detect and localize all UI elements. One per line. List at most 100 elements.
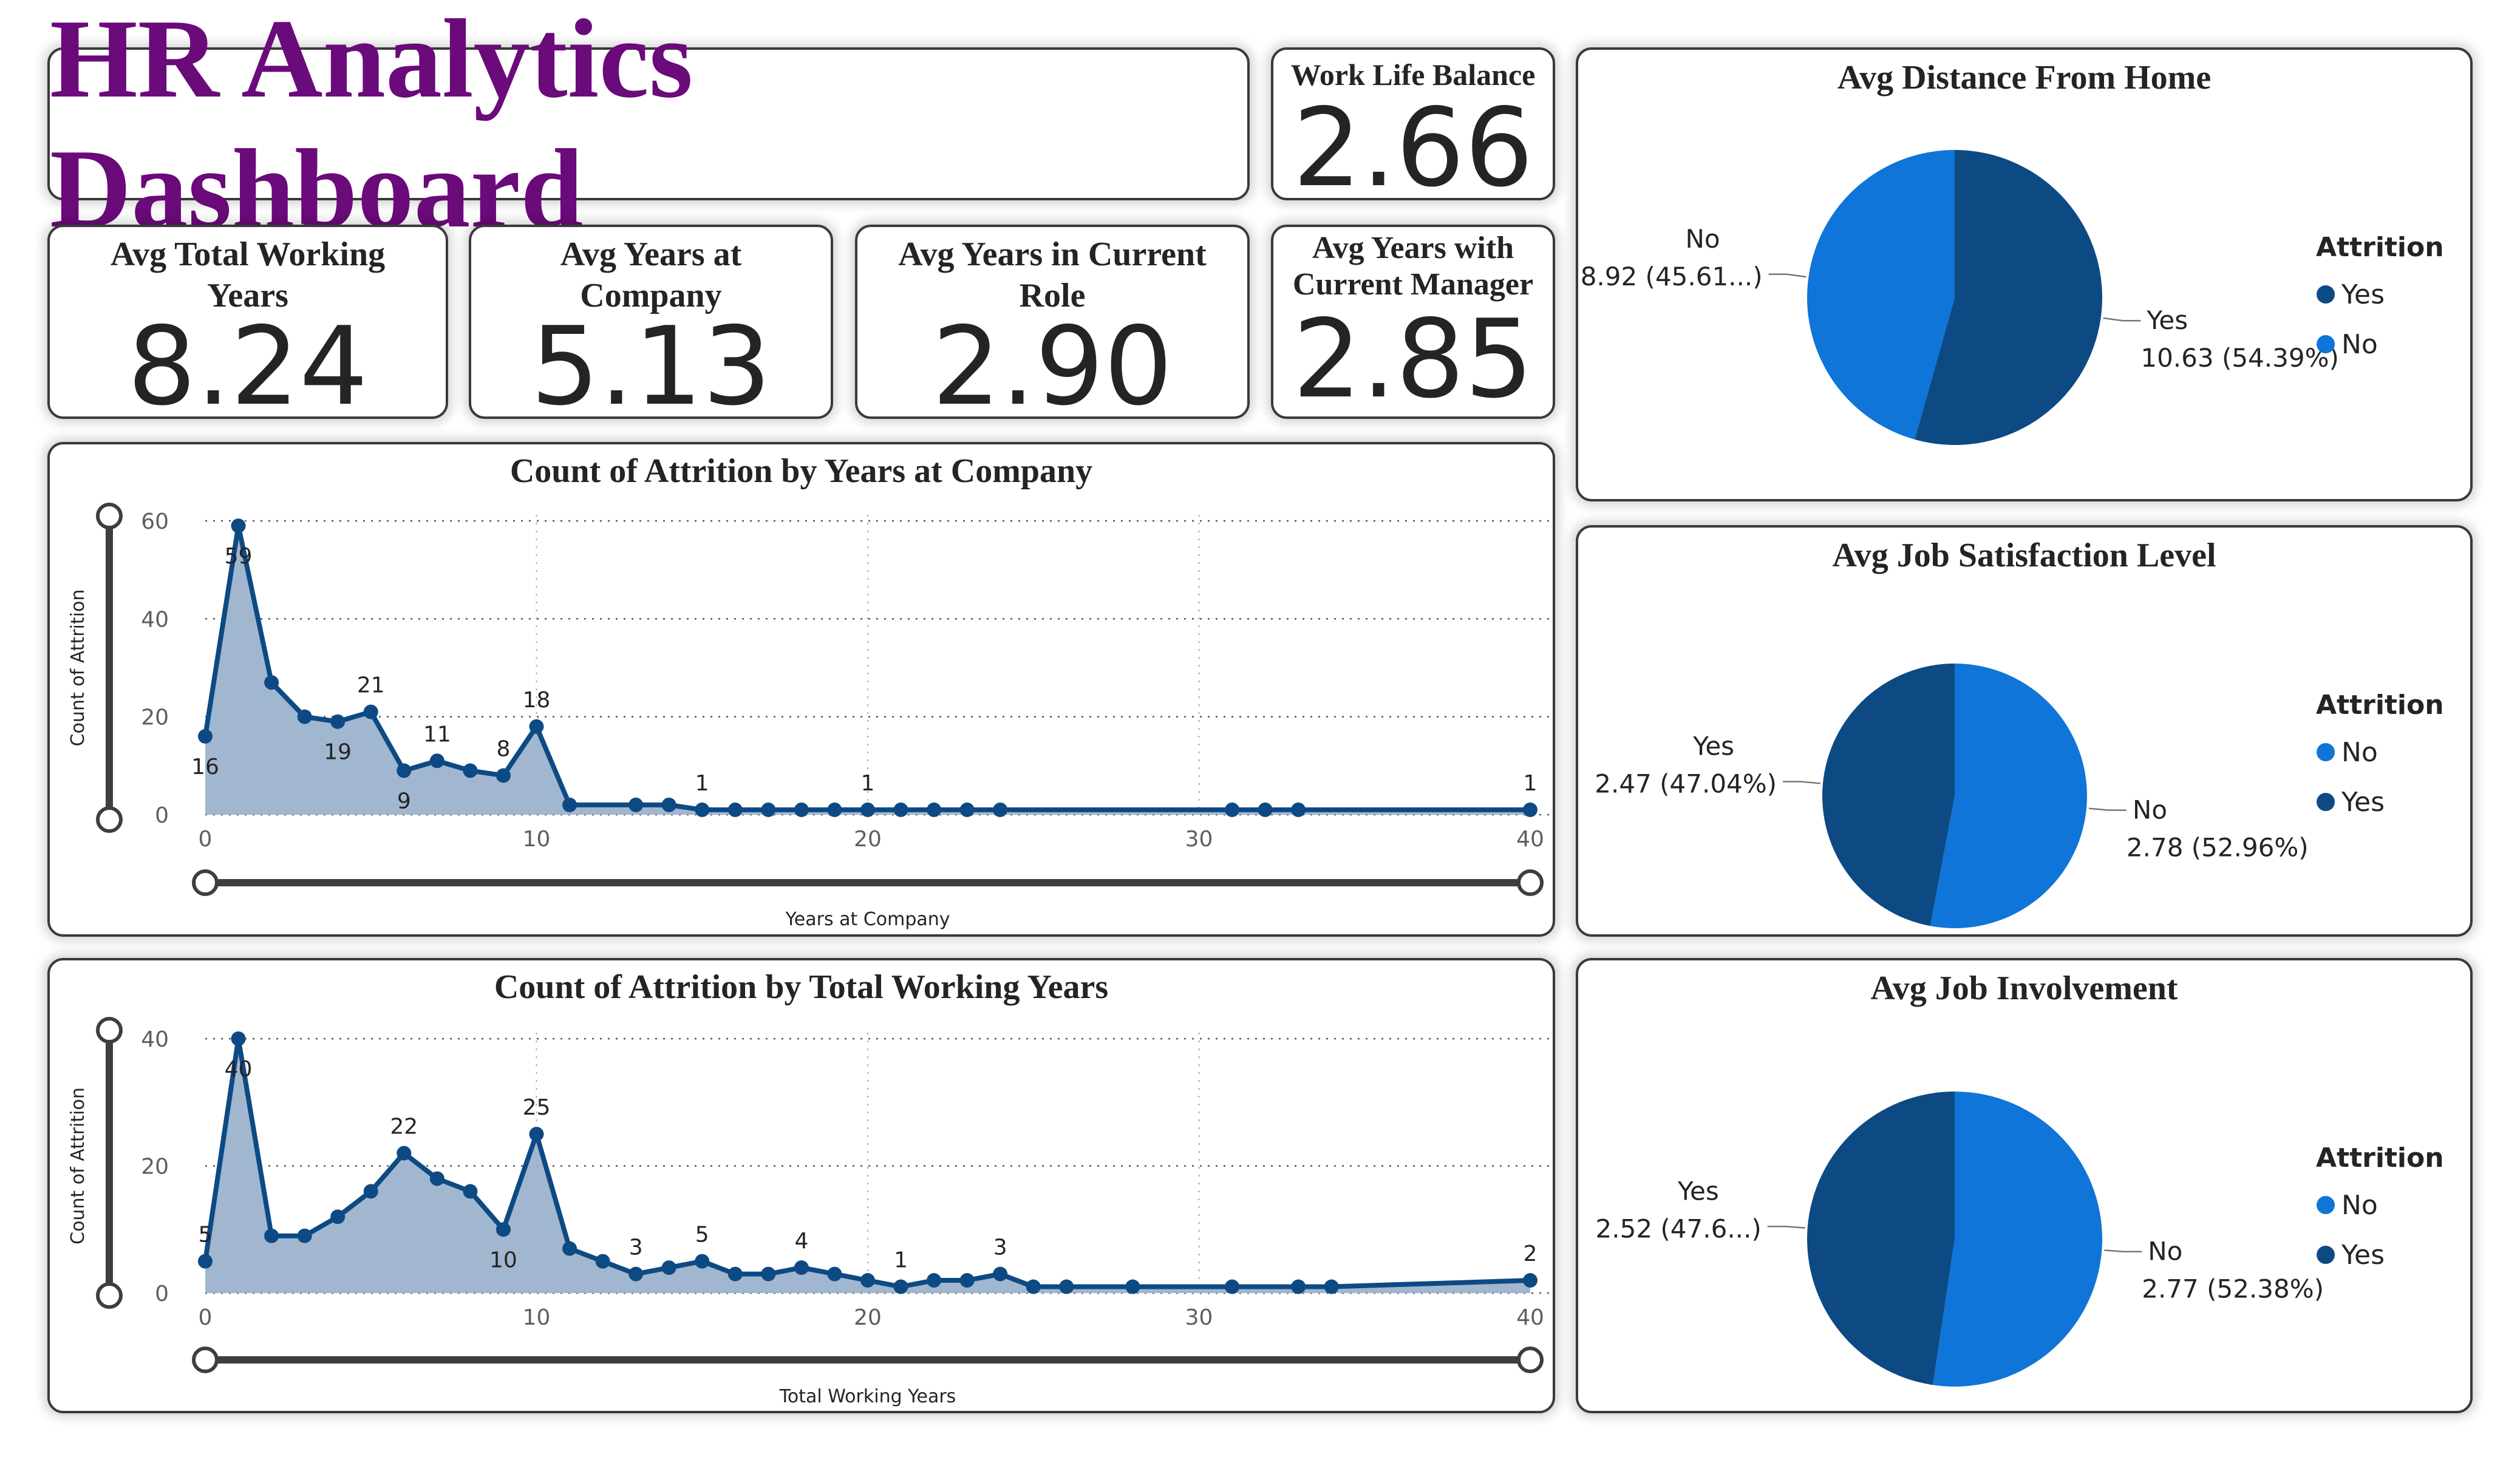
chart2-x-slider-handle-right [1517, 1347, 1544, 1373]
chart2-data-label: 5 [695, 1223, 709, 1248]
pie3-label-value: 2.77 (52.38%) [2142, 1274, 2324, 1304]
chart1-data-point [562, 797, 577, 812]
kpi-years-with-manager-title-1: Avg Years with [1312, 231, 1514, 265]
chart2-y-tick-label: 20 [141, 1155, 169, 1180]
chart2-data-point [695, 1254, 710, 1269]
chart2-data-label: 40 [225, 1057, 253, 1082]
pie-distance-card: Avg Distance From Home Yes 10.63 (54.39%)… [1576, 47, 2473, 501]
pie3-slice-no [1933, 1092, 2102, 1387]
chart2-data-label: 3 [993, 1235, 1007, 1260]
chart1-data-point [198, 728, 213, 744]
chart-total-working-years-title: Count of Attrition by Total Working Year… [494, 968, 1109, 1006]
kpi-years-with-manager-value: 2.85 [1292, 296, 1534, 422]
chart2-data-point [297, 1228, 312, 1243]
chart1-data-label: 9 [397, 789, 411, 813]
chart2-data-label: 5 [199, 1223, 213, 1248]
pie1-slice-no [1807, 150, 1955, 440]
kpi-work-life-balance-value: 2.66 [1292, 85, 1534, 211]
chart2-y-slider-handle-bottom [96, 1282, 123, 1309]
chart2-y-tick-label: 40 [141, 1027, 169, 1052]
pie3-legend-label-yes: Yes [2341, 1240, 2385, 1271]
pie3-legend-title: Attrition [2316, 1143, 2444, 1173]
pie1-label-value: 8.92 (45.61...) [1581, 262, 1763, 291]
pie3-legend-label-no: No [2341, 1190, 2378, 1221]
chart2-data-point [463, 1184, 478, 1199]
kpi-years-in-role-title-1: Avg Years in Current [898, 236, 1207, 273]
chart1-data-point [1523, 802, 1538, 817]
chart2-data-point [927, 1273, 942, 1288]
chart1-data-label: 19 [324, 740, 352, 765]
chart2-x-tick-label: 30 [1185, 1305, 1213, 1330]
chart2-data-point [429, 1171, 444, 1186]
pie3-leader-line [2104, 1249, 2142, 1252]
chart1-data-point [363, 704, 378, 719]
chart1-x-tick-label: 0 [199, 827, 213, 852]
chart1-data-label: 59 [225, 544, 253, 569]
kpi-years-in-role-card: Avg Years in Current Role 2.90 [855, 225, 1250, 421]
chart2-data-point [1225, 1279, 1240, 1294]
pie1-legend-label-no: No [2341, 329, 2378, 360]
pie1-leader-line [1768, 273, 1807, 278]
chart2-data-point [264, 1228, 279, 1243]
chart2-data-point [198, 1254, 213, 1269]
chart1-data-label: 21 [357, 673, 385, 698]
chart2-data-point [827, 1266, 842, 1282]
chart2-data-point [495, 1222, 511, 1237]
chart1-data-point [827, 802, 842, 817]
pie-job-satisfaction-card: Avg Job Satisfaction Level No 2.78 (52.96… [1576, 525, 2473, 937]
chart2-x-axis-title: Total Working Years [779, 1386, 956, 1407]
chart2-y-axis-title: Count of Attrition [67, 1087, 89, 1245]
chart2-y-slider-handle-top [96, 1017, 123, 1044]
pie1-legend-marker-yes [2317, 285, 2335, 304]
kpi-total-working-years-card: Avg Total Working Years 8.24 [47, 225, 448, 421]
chart1-x-tick-label: 40 [1516, 827, 1544, 852]
chart2-data-point [397, 1146, 412, 1161]
chart1-x-axis-title: Years at Company [785, 909, 950, 930]
pie2-legend-title: Attrition [2316, 690, 2444, 721]
chart1-x-slider-handle-right [1517, 869, 1544, 896]
pie3-label-name: Yes [1677, 1176, 1719, 1206]
chart1-x-slider-handle-left [192, 869, 219, 896]
chart1-x-tick-label: 30 [1185, 827, 1213, 852]
pie1-label-value: 10.63 (54.39%) [2140, 343, 2339, 373]
chart2-x-tick-label: 10 [523, 1305, 551, 1330]
chart2-data-point [363, 1184, 378, 1199]
chart2-x-tick-label: 20 [854, 1305, 882, 1330]
chart1-y-tick-label: 0 [155, 803, 169, 828]
pie1-legend-title: Attrition [2316, 232, 2444, 263]
pie3-legend-marker-no [2317, 1196, 2335, 1214]
chart1-data-point [794, 802, 809, 817]
pie3-slice-yes [1807, 1092, 1955, 1385]
dashboard-title-card: HR Analytics Dashboard [47, 0, 1250, 251]
pie2-leader-line [2088, 807, 2127, 811]
chart2-data-label: 22 [390, 1115, 418, 1139]
chart2-x-tick-label: 0 [199, 1305, 213, 1330]
chart2-x-slider-handle-left [192, 1347, 219, 1373]
chart2-data-point [893, 1279, 908, 1294]
pie-job-involvement-card: Avg Job Involvement No 2.77 (52.38%) Yes 2.… [1576, 958, 2473, 1413]
chart1-x-tick-label: 20 [854, 827, 882, 852]
pie2-legend-marker-yes [2317, 793, 2335, 811]
kpi-years-at-company-card: Avg Years at Company 5.13 [469, 225, 833, 421]
chart2-data-point [1523, 1273, 1538, 1288]
pie2-legend-marker-no [2317, 743, 2335, 761]
chart2-x-tick-label: 40 [1516, 1305, 1544, 1330]
chart1-data-label: 18 [523, 688, 551, 713]
pie2-label-value: 2.47 (47.04%) [1595, 769, 1777, 798]
chart2-data-point [231, 1031, 246, 1046]
pie1-slice-yes [1915, 150, 2102, 445]
chart2-data-point [959, 1273, 975, 1288]
chart-total-working-years-card: Count of Attrition by Total Working Year… [47, 958, 1555, 1413]
chart2-data-point [1125, 1279, 1140, 1294]
chart2-data-point [761, 1266, 776, 1282]
chart2-data-point [1059, 1279, 1074, 1294]
kpi-work-life-balance-title: Work Life Balance [1290, 58, 1536, 92]
pie2-legend-label-yes: Yes [2341, 787, 2385, 818]
chart2-area [205, 1039, 1530, 1293]
pie2-label-name: Yes [1692, 731, 1734, 761]
chart2-y-tick-label: 0 [155, 1282, 169, 1306]
chart1-y-slider-handle-bottom [96, 806, 123, 833]
chart1-data-point [1225, 802, 1240, 817]
